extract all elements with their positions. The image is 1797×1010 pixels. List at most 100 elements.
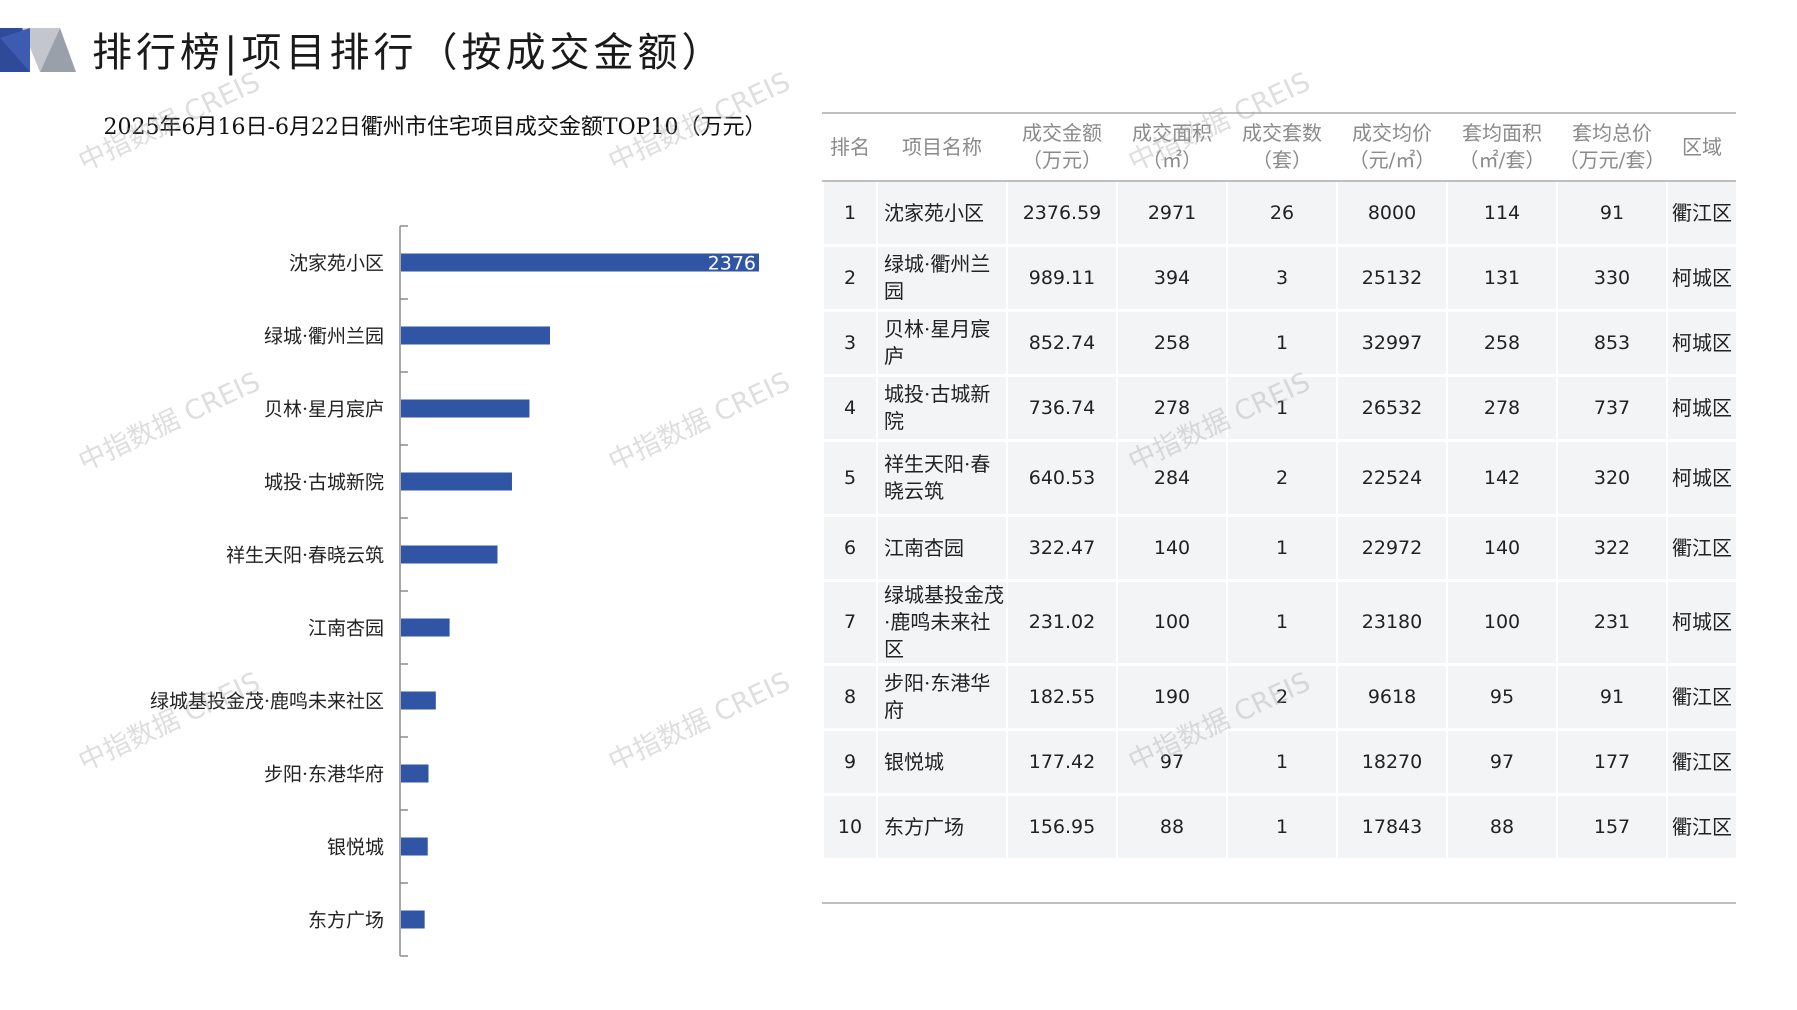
table-row: 7 绿城基投金茂·鹿鸣未来社区 231.02 100 1 23180 100 231 柯城区 [824,582,1736,663]
bar [401,691,436,710]
district-cell: 衢江区 [1668,182,1736,244]
column-header-title: 成交套数 [1242,121,1322,145]
value-cell: 97 [1118,731,1226,793]
category-label: 东方广场 [308,910,384,932]
column-header-unit: （套） [1252,148,1312,172]
project-name-cell: 贝林·星月宸庐 [878,312,1006,374]
value-cell: 322 [1558,517,1666,579]
value-cell: 26532 [1338,377,1446,439]
value-cell: 852.74 [1008,312,1116,374]
table-row: 6 江南杏园 322.47 140 1 22972 140 322 衢江区 [824,517,1736,579]
value-cell: 23180 [1338,582,1446,663]
category-label: 江南杏园 [308,618,384,640]
column-header: 成交均价 （元/㎡） [1338,115,1446,179]
bar [401,472,512,491]
value-cell: 100 [1448,582,1556,663]
table-row: 1 沈家苑小区 2376.59 2971 26 8000 114 91 衢江区 [824,182,1736,244]
rank-cell: 7 [824,582,876,663]
rank-cell: 4 [824,377,876,439]
table-header-row: 排名 项目名称 成交金额 （万元） 成交面积 （㎡） 成交套数 （套） 成交均价 （元/㎡） 套均面… [824,115,1736,179]
value-cell: 182.55 [1008,666,1116,728]
value-cell: 131 [1448,247,1556,309]
value-cell: 8000 [1338,182,1446,244]
column-header-title: 成交面积 [1132,121,1212,145]
category-label: 城投·古城新院 [264,472,384,494]
district-cell: 柯城区 [1668,582,1736,663]
category-label: 沈家苑小区 [289,253,384,275]
table-row: 3 贝林·星月宸庐 852.74 258 1 32997 258 853 柯城区 [824,312,1736,374]
value-cell: 190 [1118,666,1226,728]
rank-cell: 3 [824,312,876,374]
value-cell: 25132 [1338,247,1446,309]
project-name-cell: 绿城·衢州兰园 [878,247,1006,309]
table-row: 2 绿城·衢州兰园 989.11 394 3 25132 131 330 柯城区 [824,247,1736,309]
district-cell: 柯城区 [1668,312,1736,374]
project-name-cell: 东方广场 [878,796,1006,858]
bar [401,399,530,418]
bar-value-label: 2376 [708,253,756,275]
column-header-unit: （万元/套） [1558,148,1666,172]
rank-cell: 1 [824,182,876,244]
value-cell: 736.74 [1008,377,1116,439]
value-cell: 88 [1448,796,1556,858]
value-cell: 2971 [1118,182,1226,244]
table-row: 4 城投·古城新院 736.74 278 1 26532 278 737 柯城区 [824,377,1736,439]
value-cell: 26 [1228,182,1336,244]
chart-title: 2025年6月16日-6月22日衢州市住宅项目成交金额TOP10（万元） [103,115,767,140]
value-cell: 22524 [1338,442,1446,514]
column-header: 套均总价 （万元/套） [1558,115,1666,179]
column-header-title: 成交均价 [1352,121,1432,145]
value-cell: 177 [1558,731,1666,793]
district-cell: 衢江区 [1668,666,1736,728]
column-header-title: 区域 [1682,134,1722,159]
table-bottom-rule [822,902,1736,904]
value-cell: 177.42 [1008,731,1116,793]
column-header-unit: （元/㎡） [1348,148,1436,172]
bar-chart: 沈家苑小区 2376 绿城·衢州兰园贝林·星月宸庐城投·古城新院祥生天阳·春晓云筑江… [150,225,759,957]
category-label: 步阳·东港华府 [264,764,384,786]
value-cell: 1 [1228,517,1336,579]
value-cell: 156.95 [1008,796,1116,858]
value-cell: 157 [1558,796,1666,858]
bar [401,545,498,564]
value-cell: 330 [1558,247,1666,309]
category-label: 祥生天阳·春晓云筑 [226,545,384,567]
district-cell: 柯城区 [1668,442,1736,514]
brand-logo-icon [0,28,76,72]
value-cell: 140 [1118,517,1226,579]
column-header: 成交面积 （㎡） [1118,115,1226,179]
bar [401,326,550,345]
column-header-title: 排名 [830,134,870,159]
value-cell: 2376.59 [1008,182,1116,244]
table-top-rule [822,112,1736,114]
value-cell: 278 [1118,377,1226,439]
value-cell: 320 [1558,442,1666,514]
project-name-cell: 城投·古城新院 [878,377,1006,439]
project-name-cell: 江南杏园 [878,517,1006,579]
value-cell: 231.02 [1008,582,1116,663]
value-cell: 231 [1558,582,1666,663]
value-cell: 2 [1228,442,1336,514]
value-cell: 1 [1228,796,1336,858]
rank-cell: 10 [824,796,876,858]
value-cell: 114 [1448,182,1556,244]
value-cell: 1 [1228,582,1336,663]
column-header-unit: （㎡/套） [1458,148,1546,172]
value-cell: 394 [1118,247,1226,309]
project-name-cell: 步阳·东港华府 [878,666,1006,728]
column-header: 排名 [824,115,876,179]
value-cell: 2 [1228,666,1336,728]
value-cell: 989.11 [1008,247,1116,309]
column-header-title: 套均总价 [1572,121,1652,145]
rank-cell: 5 [824,442,876,514]
bar [401,764,429,783]
value-cell: 278 [1448,377,1556,439]
value-cell: 737 [1558,377,1666,439]
project-name-cell: 绿城基投金茂·鹿鸣未来社区 [878,582,1006,663]
value-cell: 1 [1228,731,1336,793]
column-header-title: 项目名称 [902,134,982,159]
rank-cell: 2 [824,247,876,309]
value-cell: 97 [1448,731,1556,793]
table-row: 9 银悦城 177.42 97 1 18270 97 177 衢江区 [824,731,1736,793]
column-header: 项目名称 [878,115,1006,179]
